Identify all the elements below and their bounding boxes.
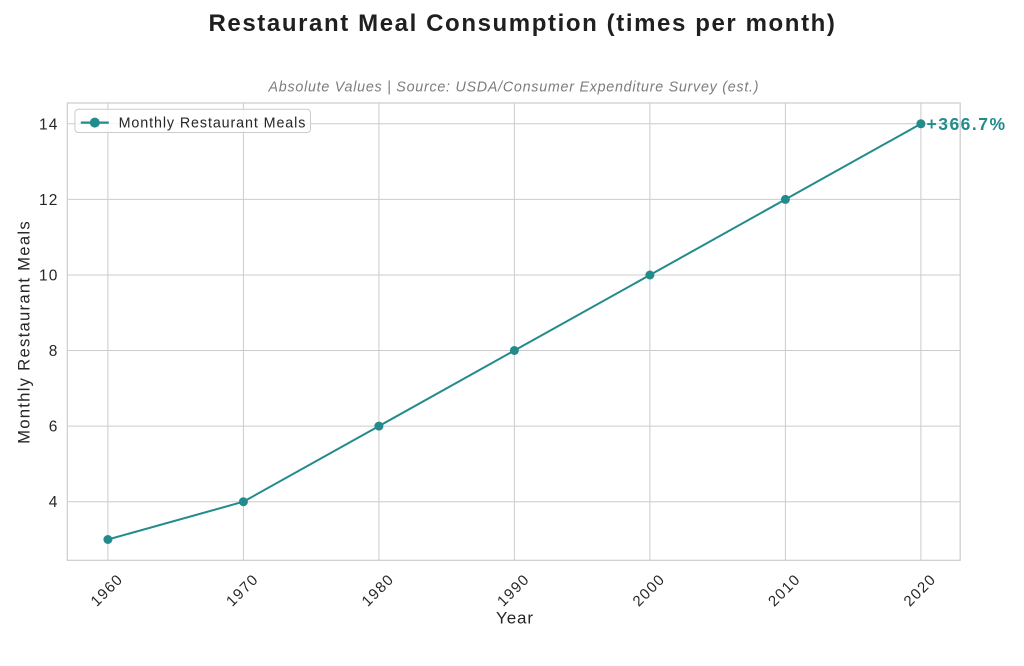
svg-text:Monthly Restaurant Meals: Monthly Restaurant Meals [14, 220, 33, 444]
svg-text:8: 8 [49, 343, 59, 360]
svg-text:+366.7%: +366.7% [927, 114, 1007, 134]
svg-text:Monthly Restaurant Meals: Monthly Restaurant Meals [119, 115, 307, 131]
svg-text:Restaurant Meal Consumption (t: Restaurant Meal Consumption (times per m… [208, 10, 836, 37]
svg-text:10: 10 [39, 268, 58, 285]
svg-text:4: 4 [49, 494, 59, 511]
svg-text:Year: Year [496, 609, 534, 628]
svg-text:14: 14 [39, 116, 58, 133]
svg-text:6: 6 [49, 419, 59, 436]
svg-text:Absolute Values | Source: USDA: Absolute Values | Source: USDA/Consumer … [268, 79, 760, 95]
svg-text:12: 12 [39, 192, 58, 209]
